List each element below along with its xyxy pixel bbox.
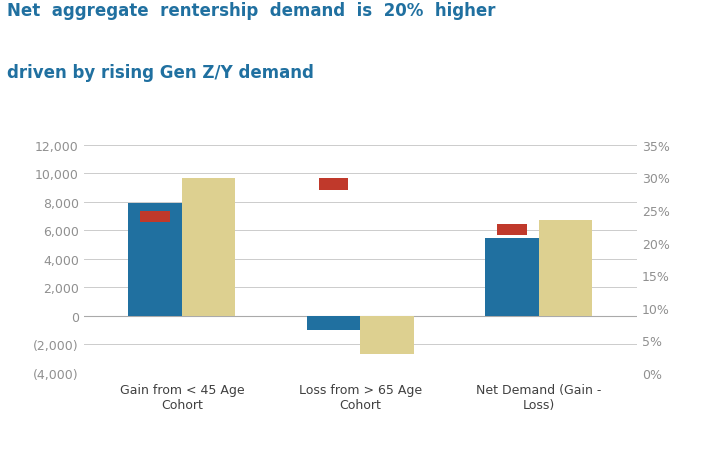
Bar: [128, 204, 182, 316]
FancyBboxPatch shape: [497, 224, 527, 236]
FancyBboxPatch shape: [141, 211, 170, 223]
Bar: [360, 316, 414, 354]
FancyBboxPatch shape: [319, 179, 348, 191]
Text: driven by rising Gen Z/Y demand: driven by rising Gen Z/Y demand: [7, 64, 314, 81]
Bar: [182, 178, 235, 316]
Bar: [539, 221, 593, 316]
Bar: [486, 238, 539, 316]
Text: Net  aggregate  rentership  demand  is  20%  higher: Net aggregate rentership demand is 20% h…: [7, 2, 496, 20]
Bar: [306, 316, 360, 330]
